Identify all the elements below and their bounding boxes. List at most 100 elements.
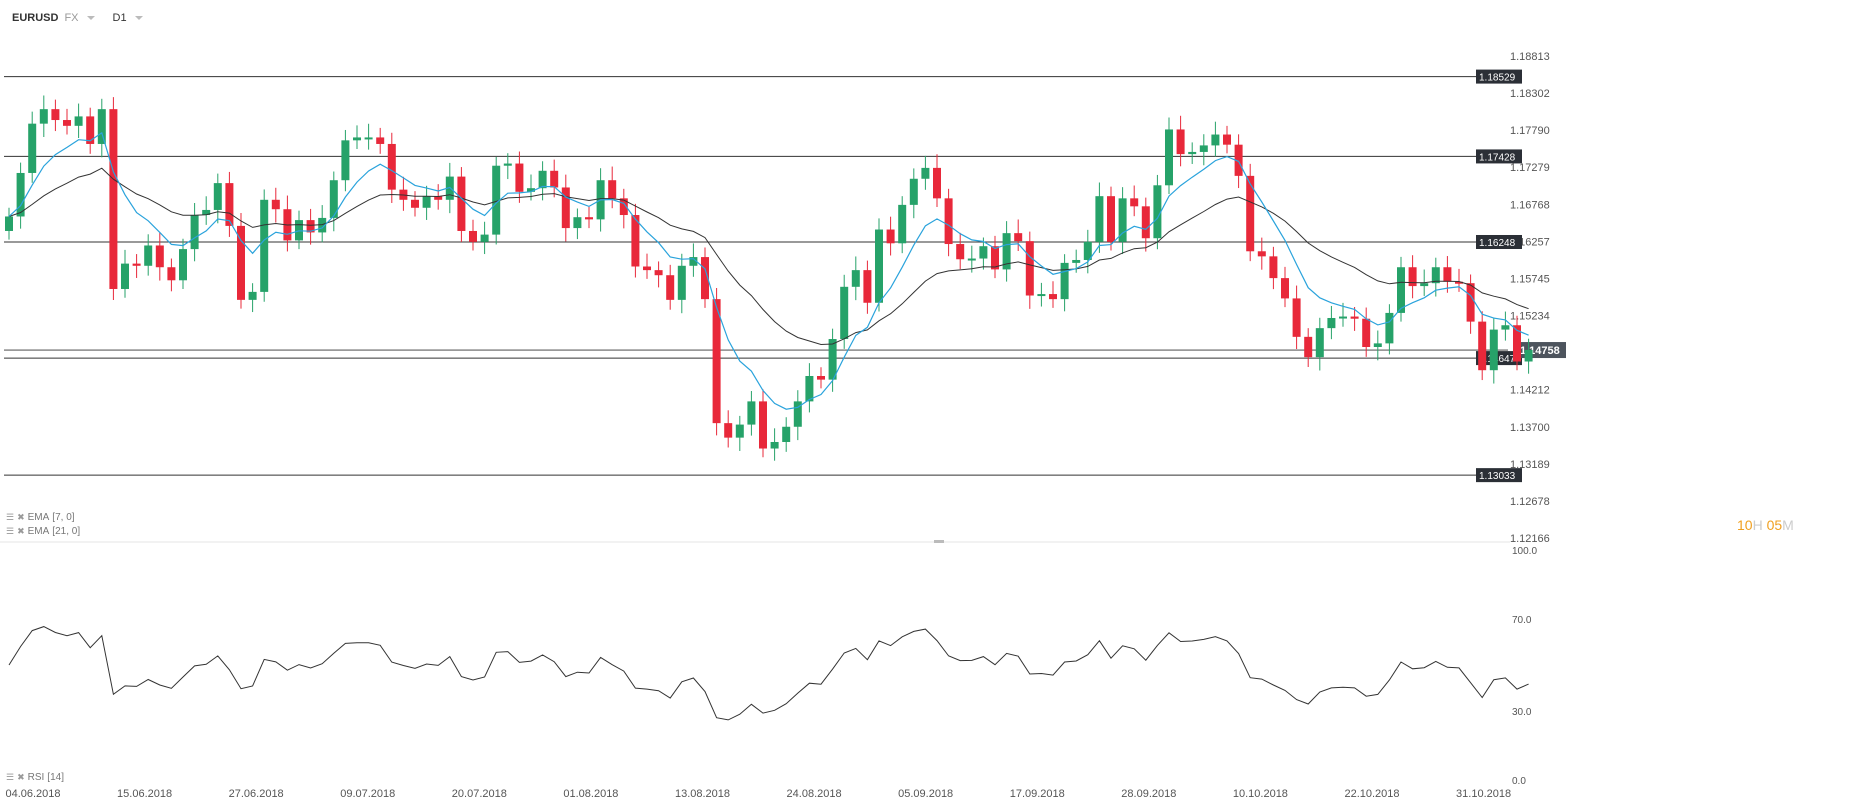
- candle-bull: [1165, 129, 1173, 186]
- close-icon[interactable]: ✖: [17, 512, 25, 522]
- candle-bull: [689, 257, 698, 266]
- candle-bull: [851, 270, 860, 287]
- candle-bull: [1315, 328, 1324, 358]
- candle-bull: [1397, 267, 1405, 313]
- candle-bull: [248, 291, 257, 300]
- candle-bull: [260, 199, 269, 292]
- countdown-minutes-unit: M: [1782, 517, 1794, 533]
- candle-bull: [121, 263, 129, 289]
- candle-bear: [225, 183, 234, 226]
- indicator-ema7[interactable]: ☰ ✖ EMA [7, 0]: [6, 512, 75, 523]
- level-price-tag: [1476, 234, 1522, 249]
- candle-bull: [875, 229, 883, 303]
- candle-bull: [828, 339, 837, 380]
- price-tick-label: 1.15745: [1510, 273, 1550, 285]
- price-tick-label: 1.15234: [1510, 311, 1550, 323]
- price-tick-label: 1.13189: [1510, 459, 1550, 471]
- candle-bull: [202, 209, 211, 216]
- candle-bull: [1118, 198, 1127, 242]
- candle-bear: [1292, 298, 1301, 337]
- candle-bear: [724, 423, 733, 438]
- candle-bear: [585, 217, 593, 220]
- candle-bear: [631, 215, 640, 267]
- rsi-tick-label: 0.0: [1512, 776, 1526, 787]
- market-chevron-down-icon[interactable]: [86, 16, 95, 20]
- date-axis-label: 01.08.2018: [563, 788, 618, 800]
- candle-bear: [1443, 267, 1452, 282]
- candle-bull: [492, 165, 501, 235]
- candle-bear: [1304, 336, 1313, 358]
- candle-bear: [561, 187, 570, 229]
- candle-bear: [759, 401, 767, 449]
- candle-bear: [1141, 206, 1150, 239]
- settings-icon[interactable]: ☰: [6, 512, 15, 522]
- candle-bear: [933, 167, 941, 199]
- candle-bear: [51, 109, 60, 121]
- candle-bear: [271, 199, 280, 210]
- candle-bull: [747, 401, 756, 425]
- date-axis-label: 04.06.2018: [5, 788, 60, 800]
- candle-bear: [1246, 175, 1255, 252]
- candle-bull: [318, 217, 327, 233]
- candle-bear: [469, 230, 477, 242]
- candle-bull: [1060, 262, 1069, 300]
- candle-bull: [979, 246, 988, 259]
- settings-icon[interactable]: ☰: [6, 772, 15, 782]
- candle-bear: [1130, 198, 1139, 207]
- candle-bear: [701, 257, 709, 300]
- candle-bear: [666, 275, 675, 300]
- candle-bull: [329, 180, 338, 218]
- candle-bull: [573, 217, 582, 229]
- candle-bull: [538, 170, 547, 189]
- price-tick-label: 1.12166: [1510, 533, 1550, 545]
- candle-bear: [132, 263, 141, 266]
- countdown-hours-unit: H: [1752, 517, 1763, 533]
- date-axis-label: 13.08.2018: [675, 788, 730, 800]
- indicator-ema21[interactable]: ☰ ✖ EMA [21, 0]: [6, 526, 80, 537]
- candle-bull: [770, 441, 779, 449]
- timeframe-chevron-down-icon[interactable]: [134, 16, 143, 20]
- price-tick-label: 1.17279: [1510, 162, 1550, 174]
- level-price-label: 1.13033: [1479, 471, 1516, 482]
- candle-bull: [144, 245, 153, 266]
- level-price-label: 1.16248: [1479, 238, 1516, 249]
- candle-bear: [1107, 196, 1115, 242]
- candle-bull: [353, 137, 361, 141]
- candle-bear: [654, 270, 663, 276]
- close-icon[interactable]: ✖: [17, 772, 25, 782]
- candle-bear: [1234, 144, 1243, 176]
- date-axis-label: 20.07.2018: [452, 788, 507, 800]
- date-axis-label: 22.10.2018: [1344, 788, 1399, 800]
- candle-bear: [1223, 134, 1231, 145]
- timeframe-label[interactable]: D1: [112, 12, 127, 24]
- candle-bull: [1211, 134, 1220, 146]
- candle-bull: [1373, 343, 1382, 347]
- settings-icon[interactable]: ☰: [6, 526, 15, 536]
- panel-resize-handle-icon[interactable]: [934, 540, 944, 543]
- rsi-tick-label: 30.0: [1512, 707, 1532, 718]
- candle-bull: [190, 215, 199, 250]
- candle-bull: [1153, 185, 1162, 239]
- candle-bull: [793, 401, 802, 427]
- candle-bear: [376, 137, 385, 144]
- candle-bull: [5, 216, 13, 231]
- candle-bull: [39, 109, 48, 124]
- candle-bear: [1014, 233, 1023, 242]
- indicator-label: RSI: [27, 772, 45, 783]
- candle-bear: [1257, 251, 1266, 257]
- level-price-tag: [1476, 468, 1522, 483]
- candle-bull: [840, 286, 849, 340]
- chart-header: EURUSD FX D1: [12, 12, 155, 24]
- date-axis-label: 09.07.2018: [340, 788, 395, 800]
- candle-bear: [434, 196, 443, 200]
- candle-bear: [608, 180, 617, 199]
- candle-bull: [480, 234, 489, 242]
- candle-bear: [817, 376, 825, 380]
- close-icon[interactable]: ✖: [17, 526, 25, 536]
- indicator-rsi[interactable]: ☰ ✖ RSI [14]: [6, 772, 64, 783]
- candle-bull: [805, 376, 814, 402]
- candle-bull: [735, 424, 744, 438]
- candle-bear: [712, 299, 721, 424]
- date-axis-label: 27.06.2018: [229, 788, 284, 800]
